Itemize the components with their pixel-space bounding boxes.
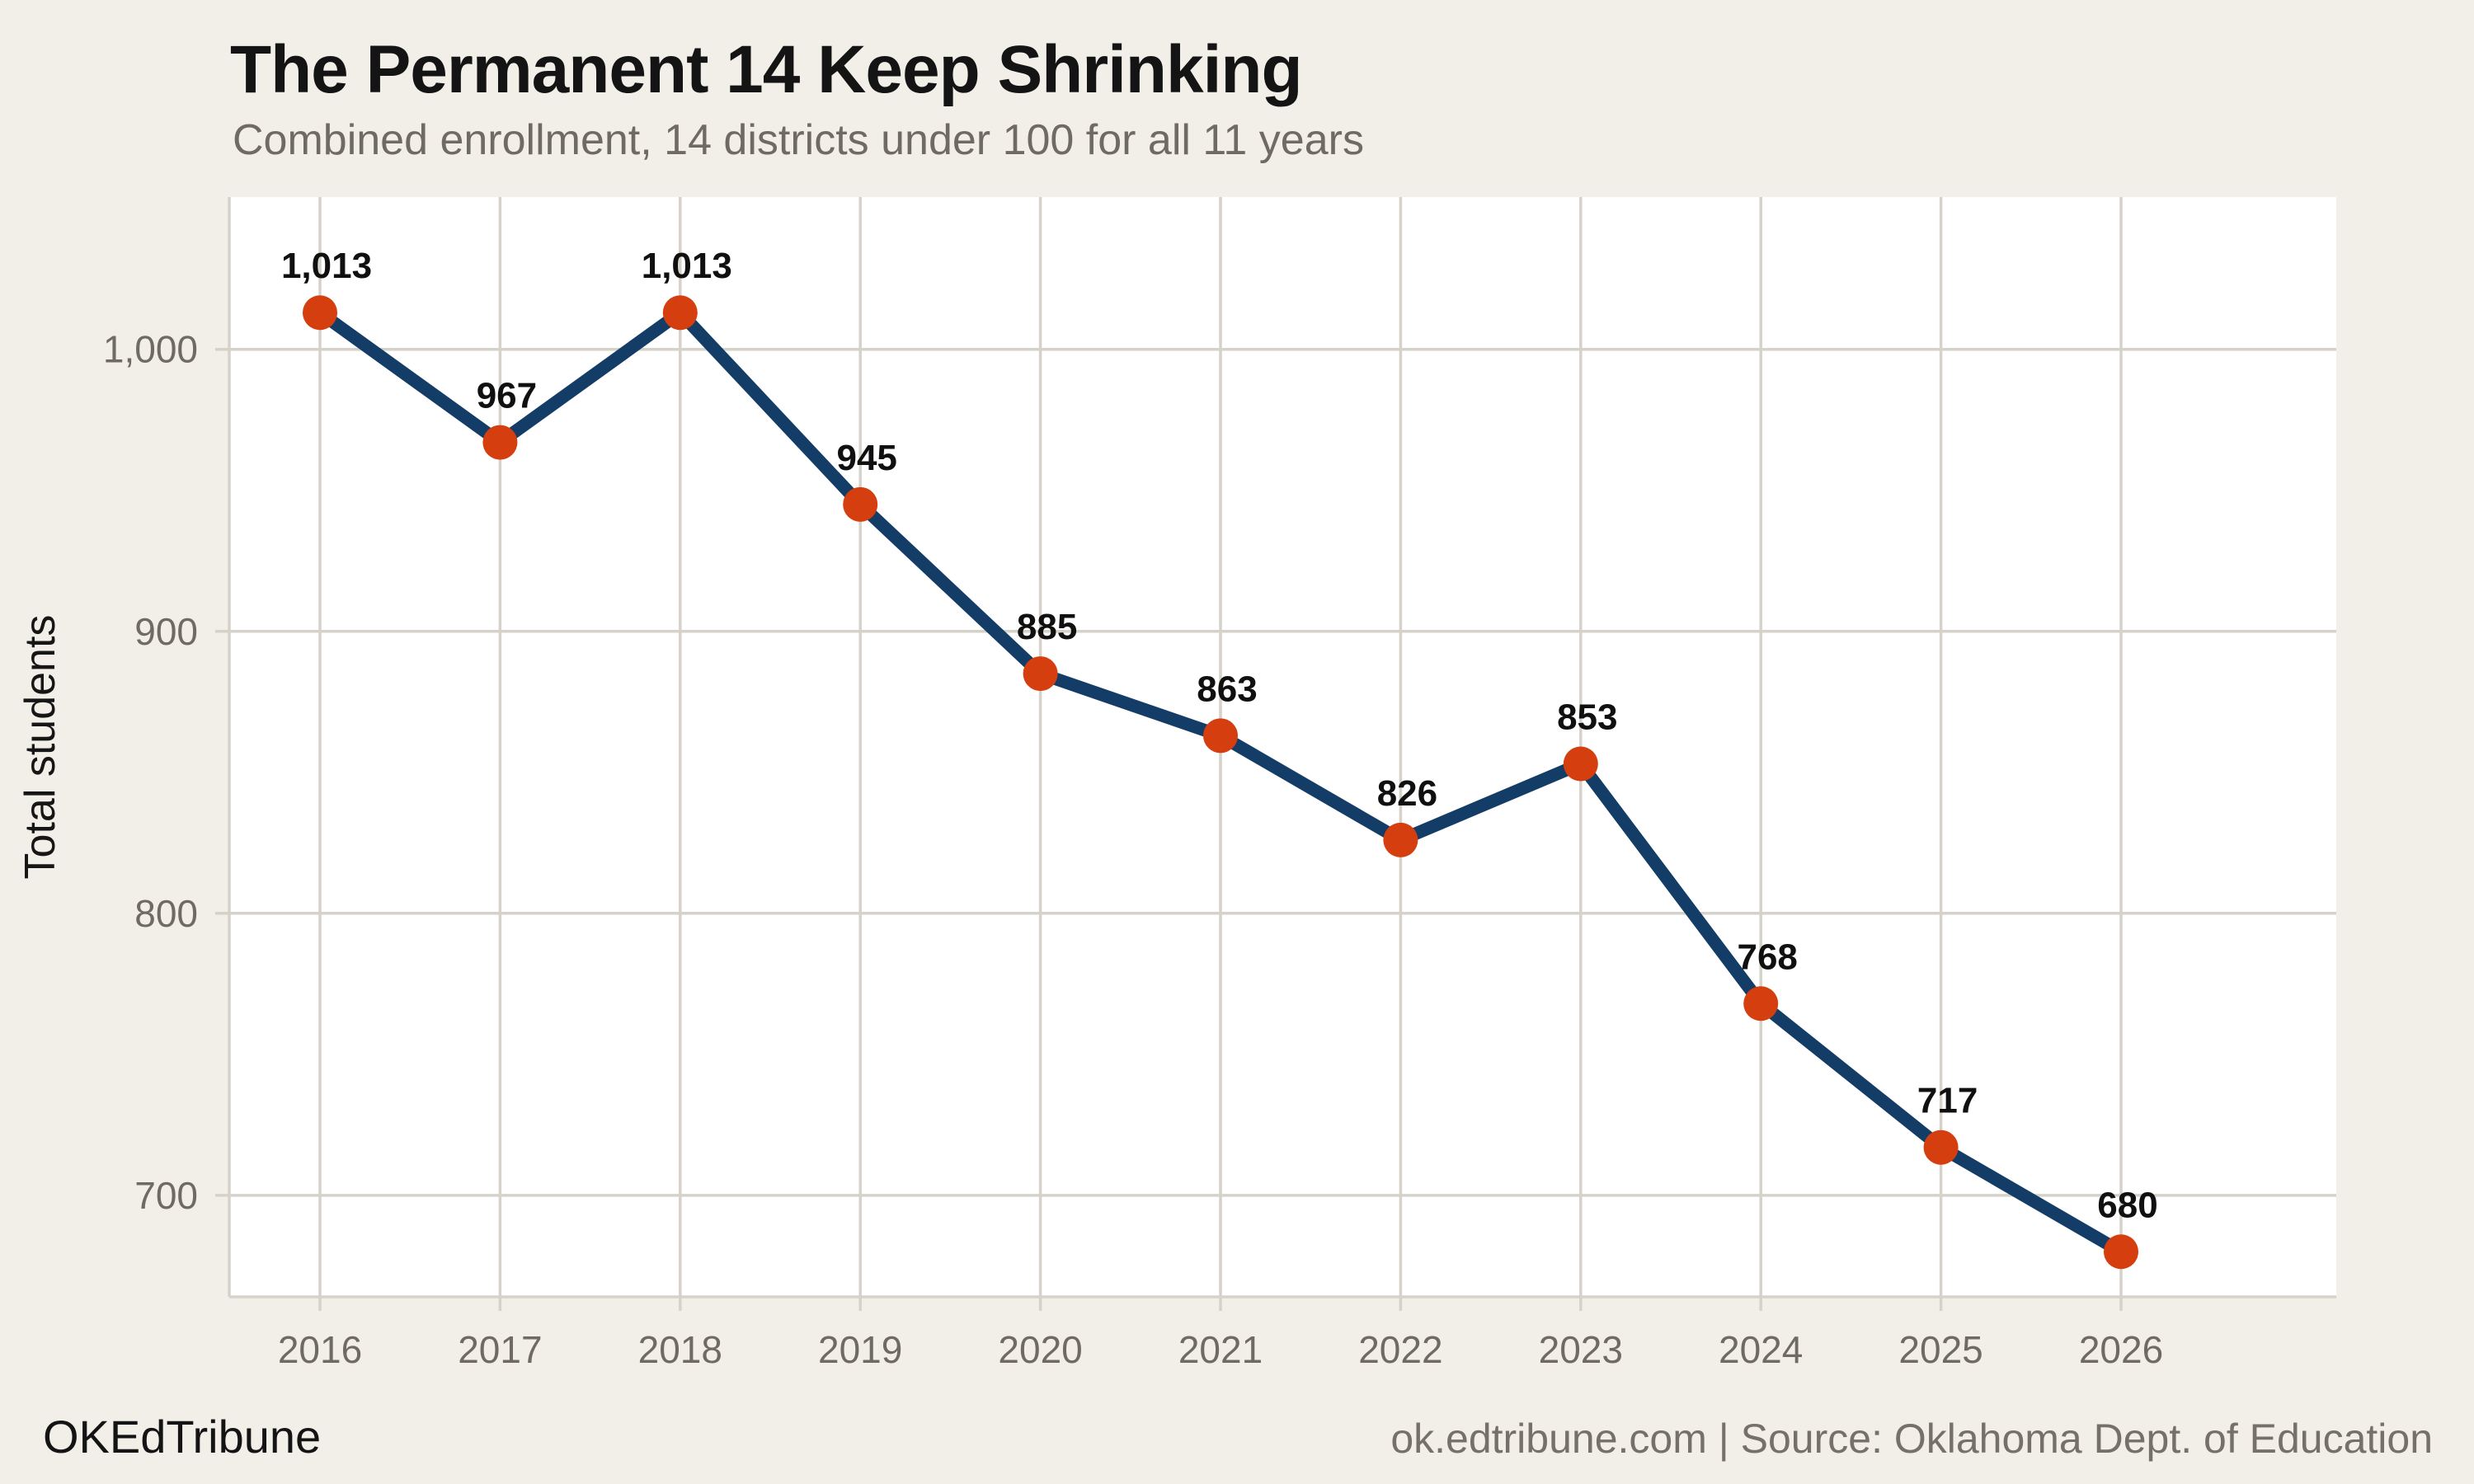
point-label-2026: 680 (2097, 1185, 2157, 1225)
data-point-2021 (1203, 718, 1238, 754)
x-tick-label-2024: 2024 (1719, 1328, 1803, 1371)
data-point-2020 (1023, 656, 1058, 692)
brand-credit: OKEdTribune (43, 1411, 322, 1463)
data-point-2016 (303, 295, 337, 331)
data-point-2025 (1923, 1129, 1959, 1165)
x-tick-label-2025: 2025 (1898, 1328, 1982, 1371)
x-tick-label-2016: 2016 (278, 1328, 362, 1371)
source-credit: ok.edtribune.com | Source: Oklahoma Dept… (1390, 1416, 2433, 1462)
data-point-2019 (843, 486, 878, 522)
x-tick-label-2021: 2021 (1178, 1328, 1263, 1371)
x-tick-label-2018: 2018 (638, 1328, 722, 1371)
x-tick-label-2022: 2022 (1358, 1328, 1442, 1371)
point-label-2022: 826 (1377, 773, 1437, 814)
point-label-2025: 717 (1917, 1081, 1978, 1121)
plot-area (229, 197, 2336, 1297)
data-point-2026 (2104, 1234, 2138, 1270)
point-label-2020: 885 (1017, 607, 1077, 647)
data-point-2018 (662, 295, 698, 331)
data-point-2022 (1383, 822, 1418, 857)
chart-subtitle: Combined enrollment, 14 districts under … (233, 116, 1364, 164)
x-tick-label-2019: 2019 (818, 1328, 902, 1371)
point-label-2024: 768 (1737, 937, 1797, 977)
point-label-2021: 863 (1197, 669, 1257, 709)
y-tick-label-1000: 1,000 (103, 328, 198, 371)
point-label-2018: 1,013 (642, 246, 732, 286)
point-label-2016: 1,013 (281, 246, 372, 286)
point-label-2023: 853 (1557, 697, 1617, 738)
x-tick-label-2026: 2026 (2079, 1328, 2163, 1371)
y-tick-label-900: 900 (134, 610, 198, 653)
data-point-2023 (1563, 746, 1598, 782)
y-axis-title: Total students (16, 615, 64, 880)
x-tick-label-2023: 2023 (1539, 1328, 1623, 1371)
chart-title: The Permanent 14 Keep Shrinking (230, 32, 1303, 107)
point-label-2019: 945 (836, 438, 896, 478)
point-label-2017: 967 (477, 376, 537, 416)
x-tick-label-2017: 2017 (458, 1328, 542, 1371)
data-point-2024 (1743, 986, 1779, 1021)
y-tick-label-700: 700 (134, 1174, 198, 1217)
y-tick-label-800: 800 (134, 892, 198, 935)
data-point-2017 (482, 425, 518, 460)
x-tick-label-2020: 2020 (998, 1328, 1082, 1371)
